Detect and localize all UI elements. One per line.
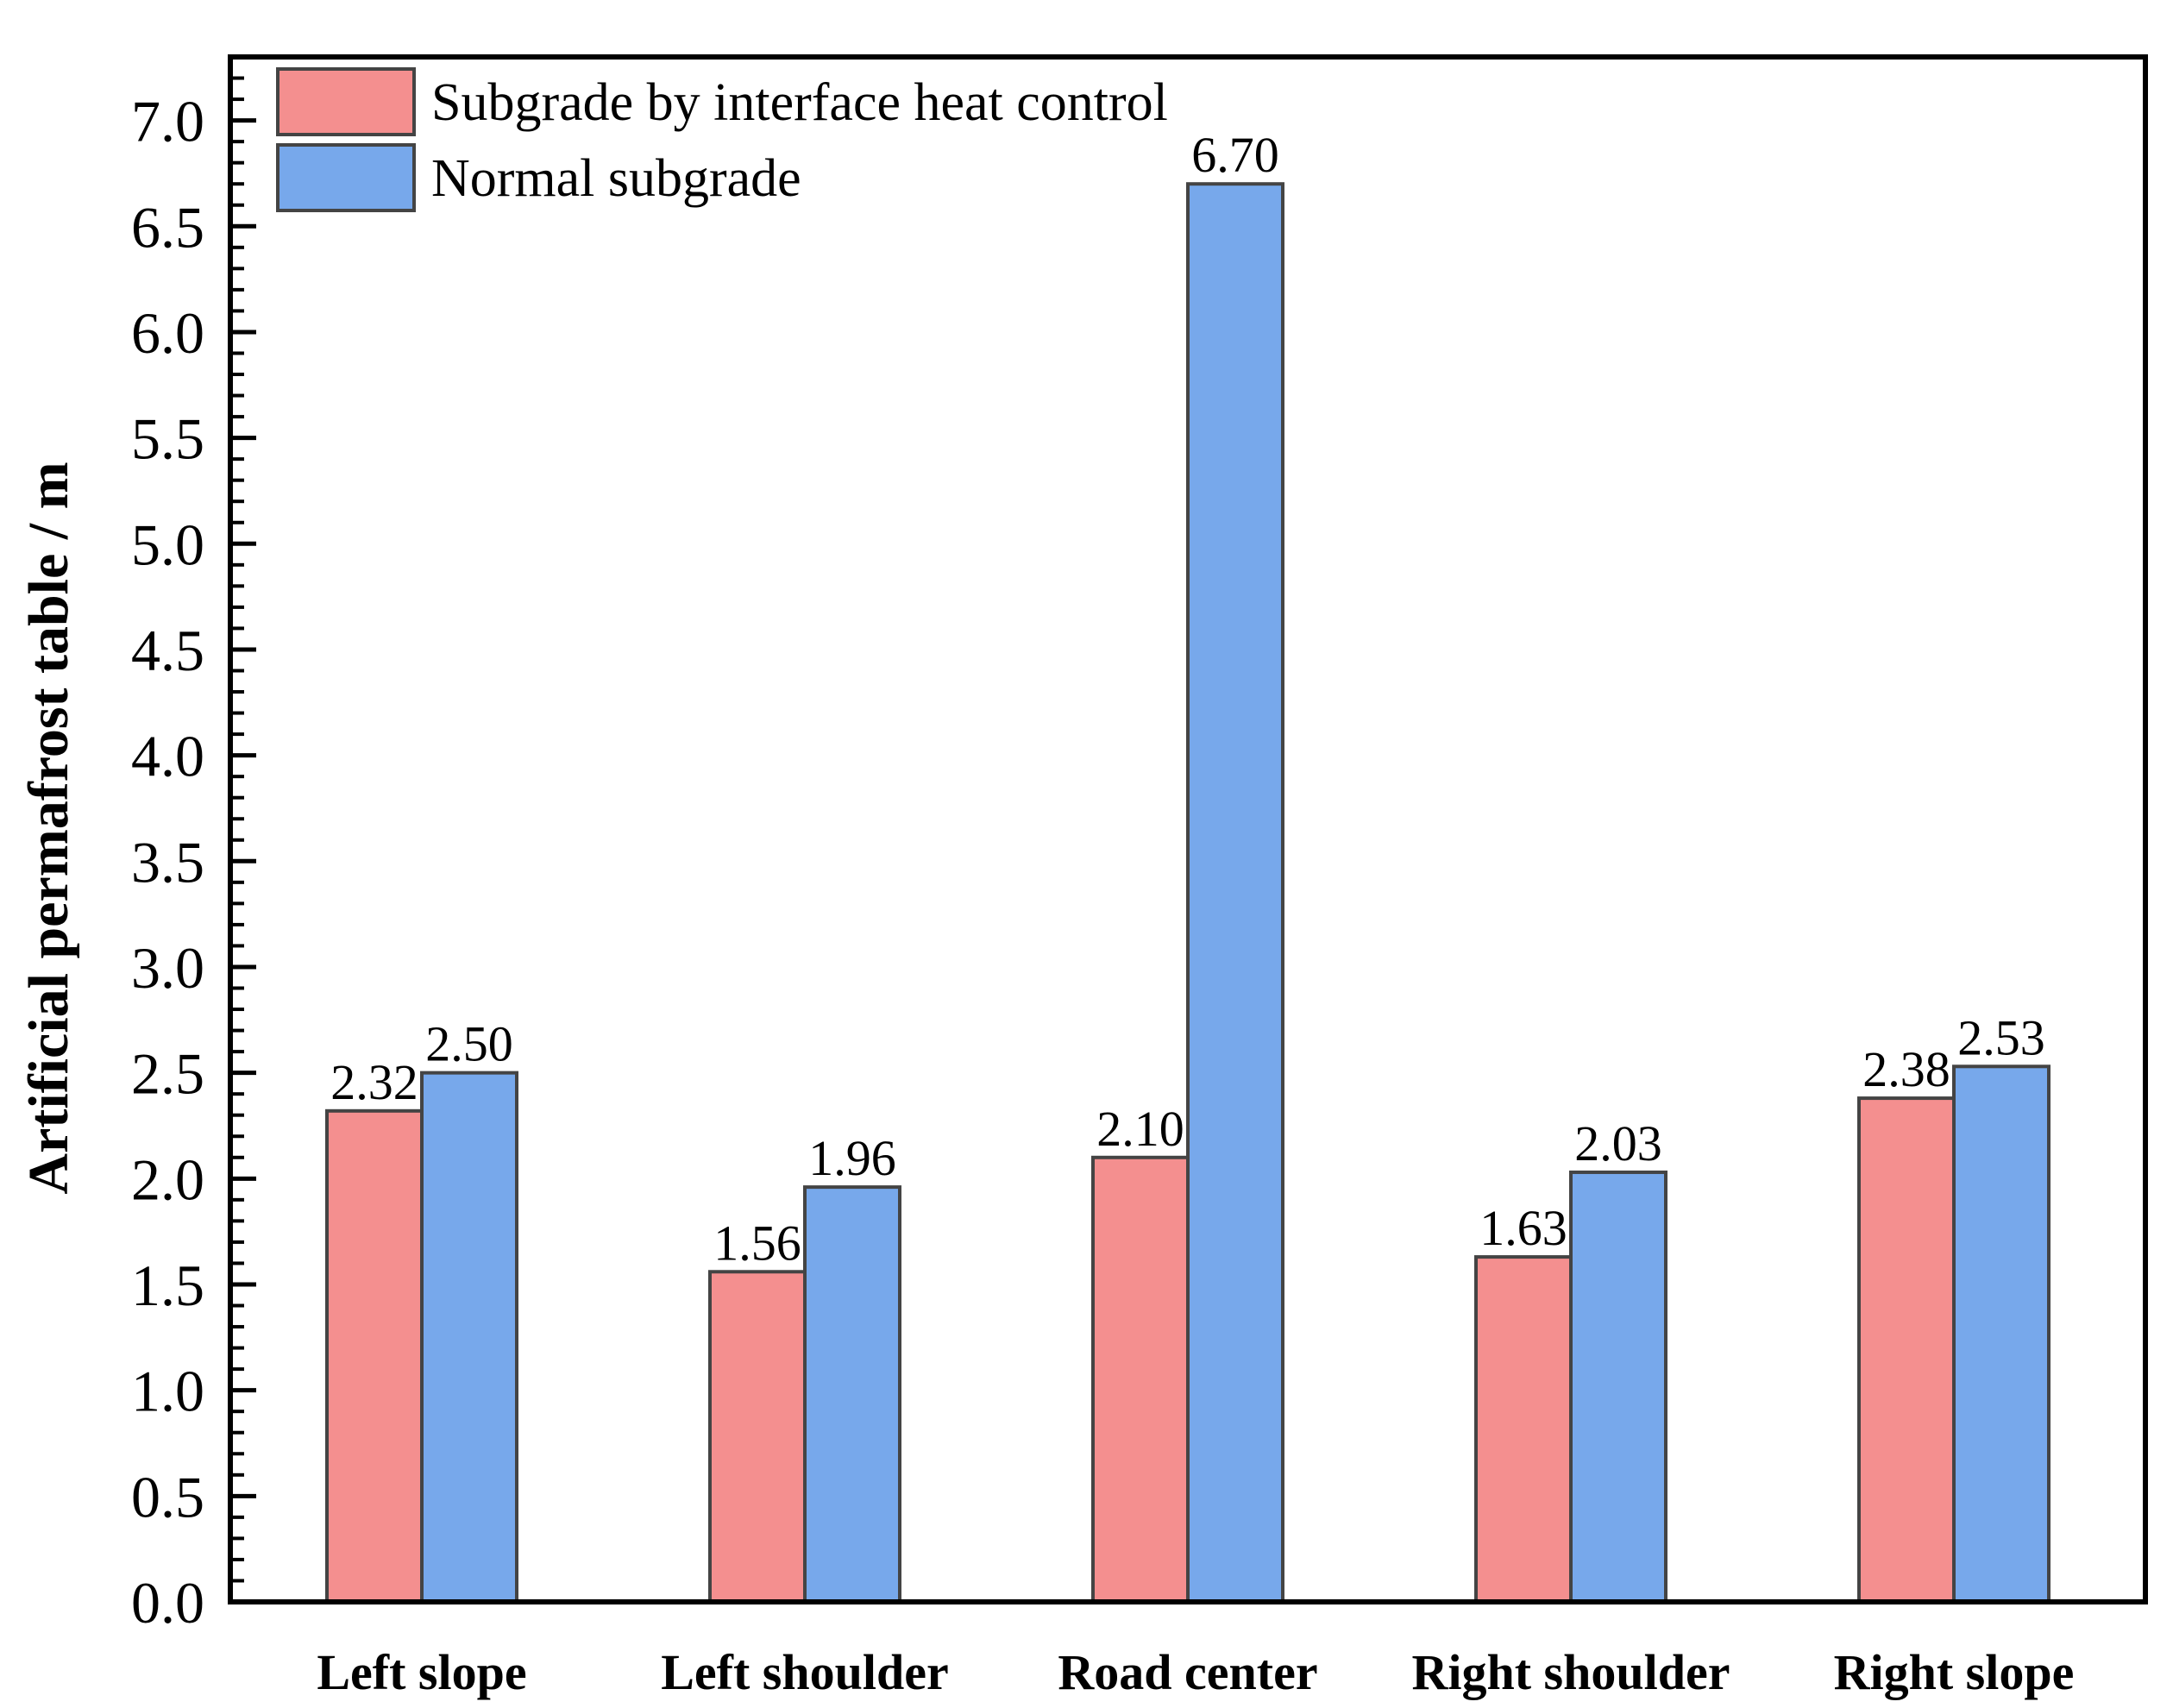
bar-interface-heat-control: [708, 1270, 807, 1604]
bar-interface-heat-control: [1474, 1255, 1573, 1604]
y-tick-label: 6.0: [131, 300, 204, 366]
x-axis-tick-labels: Left slope Left shoulder Road center Right …: [317, 1644, 2074, 1700]
x-tick-label: Left shoulder: [661, 1644, 949, 1700]
bar-normal-subgrade: [1186, 182, 1284, 1604]
data-label: 6.70: [1191, 127, 1279, 183]
y-tick-label: 4.0: [131, 724, 204, 789]
x-tick-label: Right slope: [1834, 1644, 2075, 1700]
bar-normal-subgrade: [1952, 1064, 2051, 1604]
y-tick-label: 3.0: [131, 935, 204, 1001]
data-label: 2.32: [330, 1054, 418, 1110]
bar-interface-heat-control: [325, 1108, 424, 1604]
y-tick-label: 4.5: [131, 618, 204, 683]
x-tick-label: Road center: [1058, 1644, 1317, 1700]
y-tick-label: 7.0: [131, 89, 204, 154]
data-label: 1.96: [808, 1130, 896, 1186]
y-tick-label: 6.5: [131, 194, 204, 260]
legend-label: Subgrade by interface heat control: [431, 73, 1168, 132]
legend-label: Normal subgrade: [431, 149, 801, 208]
legend-swatch-normal-subgrade: [276, 143, 416, 212]
y-tick-label: 5.0: [131, 512, 204, 577]
plot-frame: [228, 54, 2148, 1604]
y-tick-label: 2.0: [131, 1146, 204, 1212]
bars: [325, 182, 2051, 1604]
bar-interface-heat-control: [1091, 1155, 1190, 1604]
y-axis-title: Artificial permafrost table / m: [17, 462, 80, 1194]
data-label: 2.10: [1096, 1101, 1184, 1157]
data-labels: 2.322.50 1.561.96 2.10 6.70 1.632.03 2.382.53: [330, 127, 2045, 1271]
data-label: 2.38: [1862, 1041, 1950, 1097]
bar-interface-heat-control: [1857, 1096, 1956, 1604]
x-tick-label: Left slope: [317, 1644, 526, 1700]
y-tick-label: 0.0: [131, 1570, 204, 1636]
bar-normal-subgrade: [1569, 1170, 1667, 1604]
data-label: 2.50: [425, 1016, 513, 1072]
y-axis-tick-labels: 0.0 0.5 1.0 1.5 2.0 2.5 3.0 3.5 4.0 4.5 5.0 5.5 6.0 6…: [131, 89, 204, 1636]
data-label: 2.53: [1957, 1009, 2045, 1065]
y-tick-label: 1.5: [131, 1253, 204, 1318]
legend: Subgrade by interface heat control Normal…: [276, 67, 1168, 212]
y-tick-label: 1.0: [131, 1359, 204, 1424]
legend-swatch-interface-heat-control: [276, 67, 416, 136]
bar-normal-subgrade: [420, 1071, 518, 1604]
x-tick-label: Right shoulder: [1411, 1644, 1730, 1700]
y-tick-label: 5.5: [131, 406, 204, 472]
data-label: 1.63: [1479, 1200, 1567, 1256]
bar-normal-subgrade: [803, 1185, 901, 1604]
y-tick-label: 0.5: [131, 1464, 204, 1529]
data-label: 2.03: [1574, 1115, 1662, 1171]
y-tick-label: 2.5: [131, 1041, 204, 1107]
y-tick-label: 3.5: [131, 829, 204, 895]
data-label: 1.56: [713, 1215, 801, 1271]
